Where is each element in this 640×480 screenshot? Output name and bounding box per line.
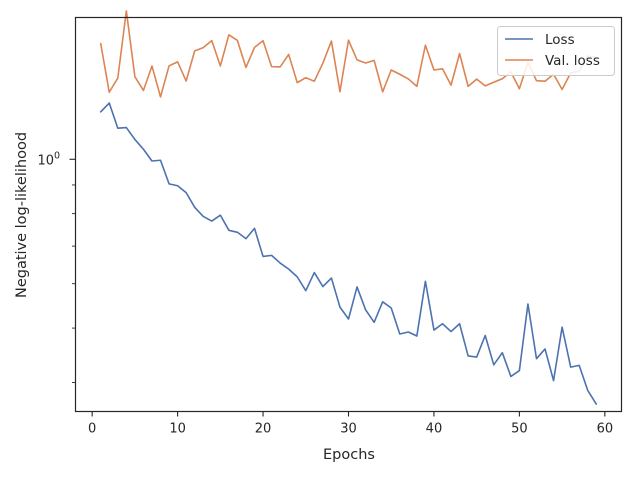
legend-label-loss: Loss [545,32,575,48]
series-line-val-loss [99,10,598,98]
series-line-loss [99,102,598,405]
x-tick-label: 60 [597,422,614,437]
x-tick-label: 40 [426,422,443,437]
x-tick-label: 30 [340,422,357,437]
legend-label-val-loss: Val. loss [545,53,600,69]
y-axis-label: Negative log-likelihood [14,132,30,298]
x-axis-label: Epochs [323,447,375,463]
x-axis-ticks: 0 10 20 30 40 50 60 [88,411,614,437]
x-tick-label: 20 [255,422,272,437]
y-axis-ticks: 100 [38,150,76,383]
axes-frame [74,16,623,413]
plot-series [99,10,598,405]
x-tick-label: 50 [511,422,528,437]
x-tick-label: 0 [88,422,96,437]
y-tick-exponent: 0 [54,150,60,161]
y-tick-label: 100 [38,150,61,168]
x-tick-label: 10 [169,422,186,437]
legend: Loss Val. loss [497,26,615,76]
